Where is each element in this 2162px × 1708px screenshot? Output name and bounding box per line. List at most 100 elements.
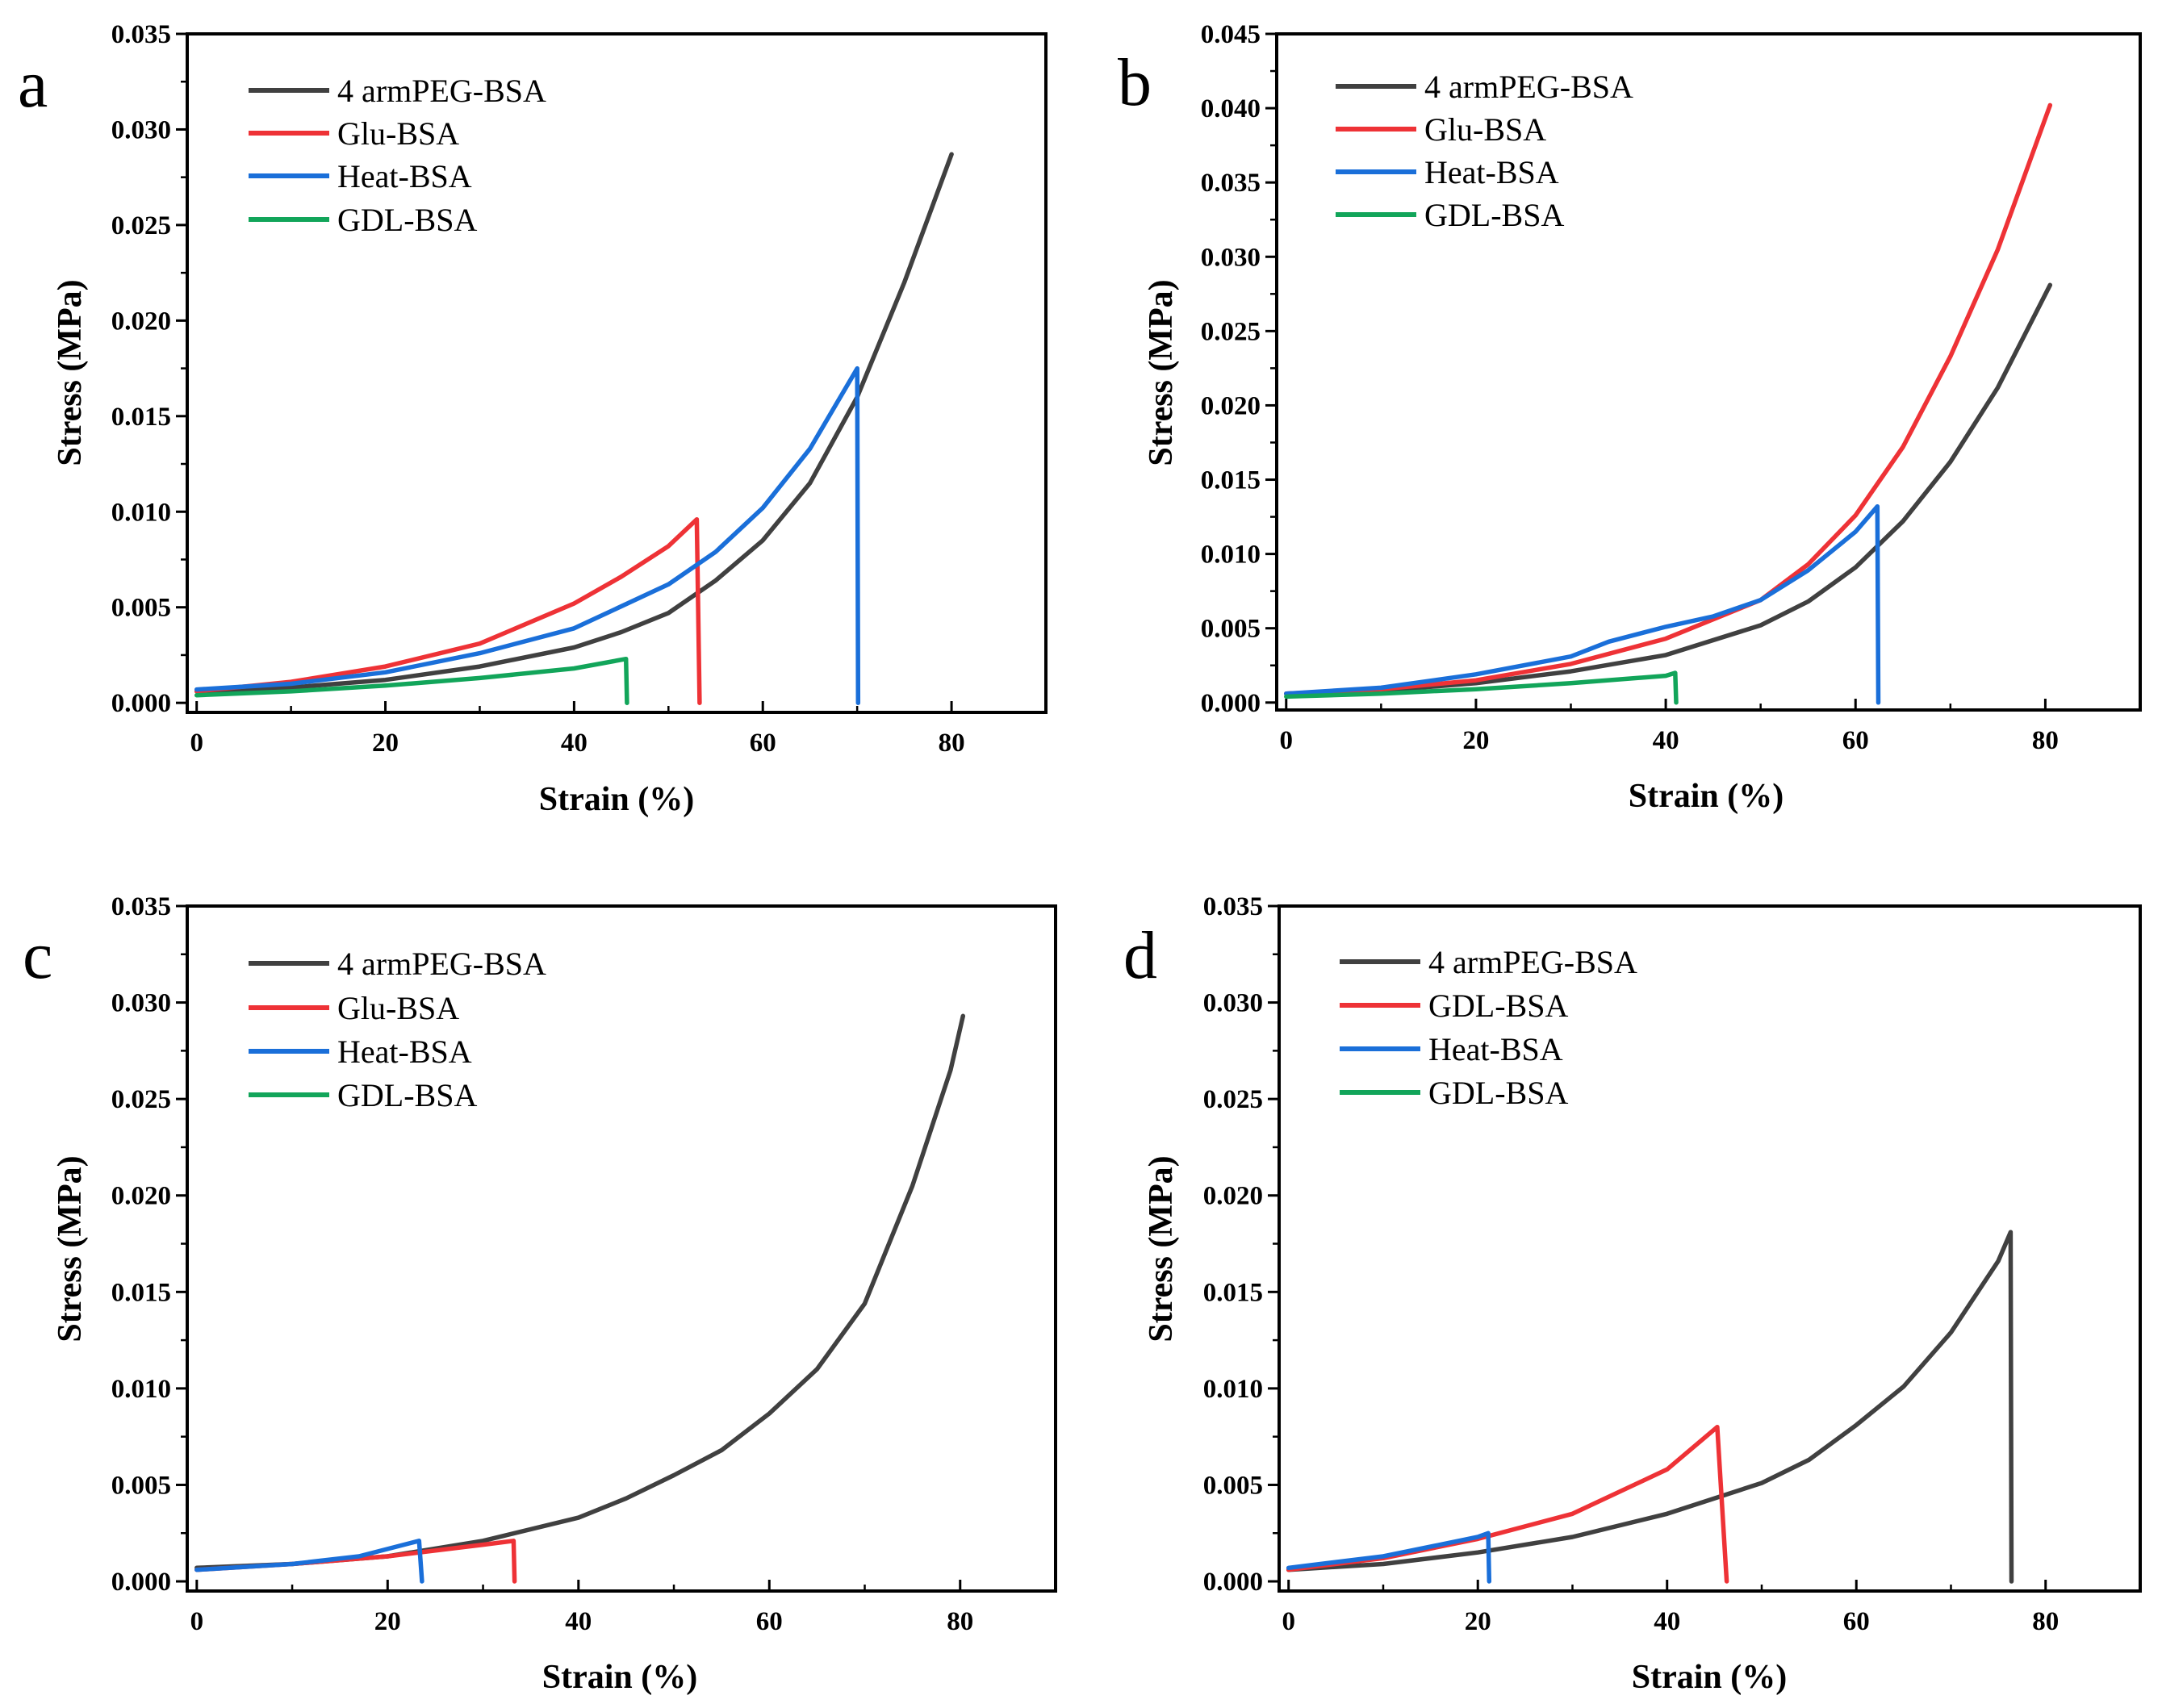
y-tick-label: 0.020 xyxy=(111,307,171,336)
y-tick-label: 0.000 xyxy=(1201,689,1261,718)
x-tick-label: 0 xyxy=(190,729,203,758)
y-tick-label: 0.015 xyxy=(111,1278,171,1307)
x-tick-label: 0 xyxy=(1280,726,1294,755)
y-tick-label: 0.010 xyxy=(1201,541,1261,570)
x-axis-label: Strain (%) xyxy=(1629,778,1784,815)
y-tick-label: 0.025 xyxy=(1201,317,1261,346)
legend-label-glu-bsa: Glu-BSA xyxy=(337,990,459,1026)
y-tick-label: 0.000 xyxy=(1203,1568,1263,1597)
legend-label-4-armpeg-bsa: 4 armPEG-BSA xyxy=(1424,69,1633,105)
y-tick-label: 0.025 xyxy=(1203,1085,1263,1114)
panel-c: c 0 20 40 60 80 0.0000.0050.0100.0150.0200.0… xyxy=(23,892,1057,1696)
x-axis-ticks: 0 20 40 60 80 xyxy=(1280,699,2059,755)
panel-letter-d: d xyxy=(1123,918,1157,993)
x-tick-label: 60 xyxy=(1842,726,1869,755)
x-tick-label: 0 xyxy=(1282,1607,1295,1636)
y-tick-label: 0.010 xyxy=(1203,1375,1263,1404)
series-line-heat-bsa-2 xyxy=(194,1539,424,1584)
series-line-heat-bsa-2 xyxy=(1284,503,1881,705)
y-tick-label: 0.020 xyxy=(1201,391,1261,420)
x-axis-ticks: 0 20 40 60 80 xyxy=(190,1580,973,1636)
y-tick-label: 0.035 xyxy=(111,892,171,921)
y-tick-label: 0.025 xyxy=(111,211,171,240)
series-line-4-armpeg-bsa-0 xyxy=(1284,282,2053,696)
legend-label-heat-bsa: Heat-BSA xyxy=(337,158,472,194)
y-axis-ticks: 0.000 0.005 0.010 0.015 0.020 0.025 0.030 0.035 xyxy=(1203,892,1279,1597)
series-line-4-armpeg-bsa-0 xyxy=(194,152,954,694)
y-axis-ticks: 0.000 0.005 0.010 0.015 0.020 0.025 0.030 0.035 xyxy=(111,20,187,718)
y-tick-label: 0.040 xyxy=(1201,94,1261,123)
legend-label-heat-bsa: Heat-BSA xyxy=(1428,1031,1563,1067)
y-tick-label: 0.010 xyxy=(111,1375,171,1404)
legend-label-gdl-bsa-green: GDL-BSA xyxy=(1428,1075,1568,1111)
legend-label-gdl-bsa: GDL-BSA xyxy=(1424,197,1564,233)
x-tick-label: 60 xyxy=(750,729,776,758)
series-line-4-armpeg-bsa-0 xyxy=(194,1013,966,1571)
series-line-heat-bsa-2 xyxy=(194,365,861,705)
panel-letter-b: b xyxy=(1118,45,1152,120)
series-lines xyxy=(1286,1230,2014,1584)
y-tick-label: 0.030 xyxy=(1203,989,1263,1018)
legend-label-gdl-bsa: GDL-BSA xyxy=(337,1077,477,1113)
y-tick-label: 0.015 xyxy=(1201,466,1261,495)
legend-label-gdl-bsa: GDL-BSA xyxy=(337,202,477,238)
x-tick-label: 40 xyxy=(1653,726,1679,755)
legend-label-heat-bsa: Heat-BSA xyxy=(1424,154,1559,190)
legend: 4 armPEG-BSA GDL-BSA Heat-BSA GDL-BSA xyxy=(1340,944,1637,1111)
x-tick-label: 80 xyxy=(2032,726,2059,755)
y-tick-label: 0.030 xyxy=(111,115,171,144)
panel-b: b 0 20 40 60 80 0.0000.0050.0100.0150.0200.0… xyxy=(1118,20,2142,815)
series-line-heat-bsa-2 xyxy=(1286,1531,1492,1584)
series-line-glu-bsa-1 xyxy=(194,516,702,705)
plot-frame xyxy=(186,904,1057,1593)
legend-label-4-armpeg-bsa: 4 armPEG-BSA xyxy=(337,946,546,982)
y-axis-ticks: 0.000 0.005 0.010 0.015 0.020 0.025 0.030 0.035 xyxy=(111,892,187,1597)
y-tick-label: 0.000 xyxy=(111,1568,171,1597)
y-tick-label: 0.045 xyxy=(1201,20,1261,49)
x-tick-label: 20 xyxy=(372,729,399,758)
y-tick-label: 0.010 xyxy=(111,498,171,527)
series-line-gdl-bsa-3 xyxy=(194,656,629,705)
legend-label-gdl-bsa-red: GDL-BSA xyxy=(1428,988,1568,1024)
x-axis-label: Strain (%) xyxy=(1632,1659,1788,1696)
y-tick-label: 0.035 xyxy=(111,20,171,49)
x-tick-label: 20 xyxy=(1465,1607,1491,1636)
y-tick-label: 0.005 xyxy=(111,1471,171,1500)
y-axis-label: Stress (MPa) xyxy=(52,1155,89,1342)
y-tick-label: 0.025 xyxy=(111,1085,171,1114)
x-tick-label: 80 xyxy=(2032,1607,2059,1636)
legend: 4 armPEG-BSA Glu-BSA Heat-BSA GDL-BSA xyxy=(249,946,546,1113)
legend-label-4-armpeg-bsa: 4 armPEG-BSA xyxy=(337,73,546,109)
x-tick-label: 20 xyxy=(374,1607,401,1636)
y-tick-label: 0.005 xyxy=(111,594,171,623)
x-tick-label: 20 xyxy=(1462,726,1489,755)
panel-letter-a: a xyxy=(18,47,48,122)
series-lines xyxy=(194,1013,966,1584)
series-line-gdl-bsa-3 xyxy=(1284,670,1679,705)
y-axis-label: Stress (MPa) xyxy=(1143,1155,1180,1342)
x-tick-label: 80 xyxy=(939,729,965,758)
series-line-4-armpeg-bsa-0 xyxy=(1286,1230,2014,1584)
series-lines xyxy=(1284,102,2053,705)
x-tick-label: 60 xyxy=(1843,1607,1870,1636)
series-line-glu-bsa-1 xyxy=(194,1539,517,1584)
y-axis-label: Stress (MPa) xyxy=(1143,279,1180,466)
y-tick-label: 0.030 xyxy=(1201,243,1261,272)
y-tick-label: 0.005 xyxy=(1201,615,1261,644)
x-axis-label: Strain (%) xyxy=(539,781,695,818)
y-tick-label: 0.015 xyxy=(1203,1278,1263,1307)
legend: 4 armPEG-BSA Glu-BSA Heat-BSA GDL-BSA xyxy=(249,73,546,238)
legend-label-4-armpeg-bsa: 4 armPEG-BSA xyxy=(1428,944,1637,980)
x-tick-label: 40 xyxy=(565,1607,592,1636)
series-line-glu-bsa-1 xyxy=(1284,102,2053,696)
panel-letter-c: c xyxy=(23,918,52,993)
y-tick-label: 0.030 xyxy=(111,989,171,1018)
legend-label-glu-bsa: Glu-BSA xyxy=(1424,111,1546,148)
y-tick-label: 0.035 xyxy=(1201,169,1261,198)
y-tick-label: 0.035 xyxy=(1203,892,1263,921)
y-tick-label: 0.020 xyxy=(1203,1182,1263,1211)
y-tick-label: 0.015 xyxy=(111,403,171,432)
plot-frame xyxy=(1275,32,2142,712)
y-axis-ticks: 0.000 0.005 0.010 0.015 0.020 0.025 0.030 0.035… xyxy=(1201,20,1277,718)
y-tick-label: 0.020 xyxy=(111,1182,171,1211)
